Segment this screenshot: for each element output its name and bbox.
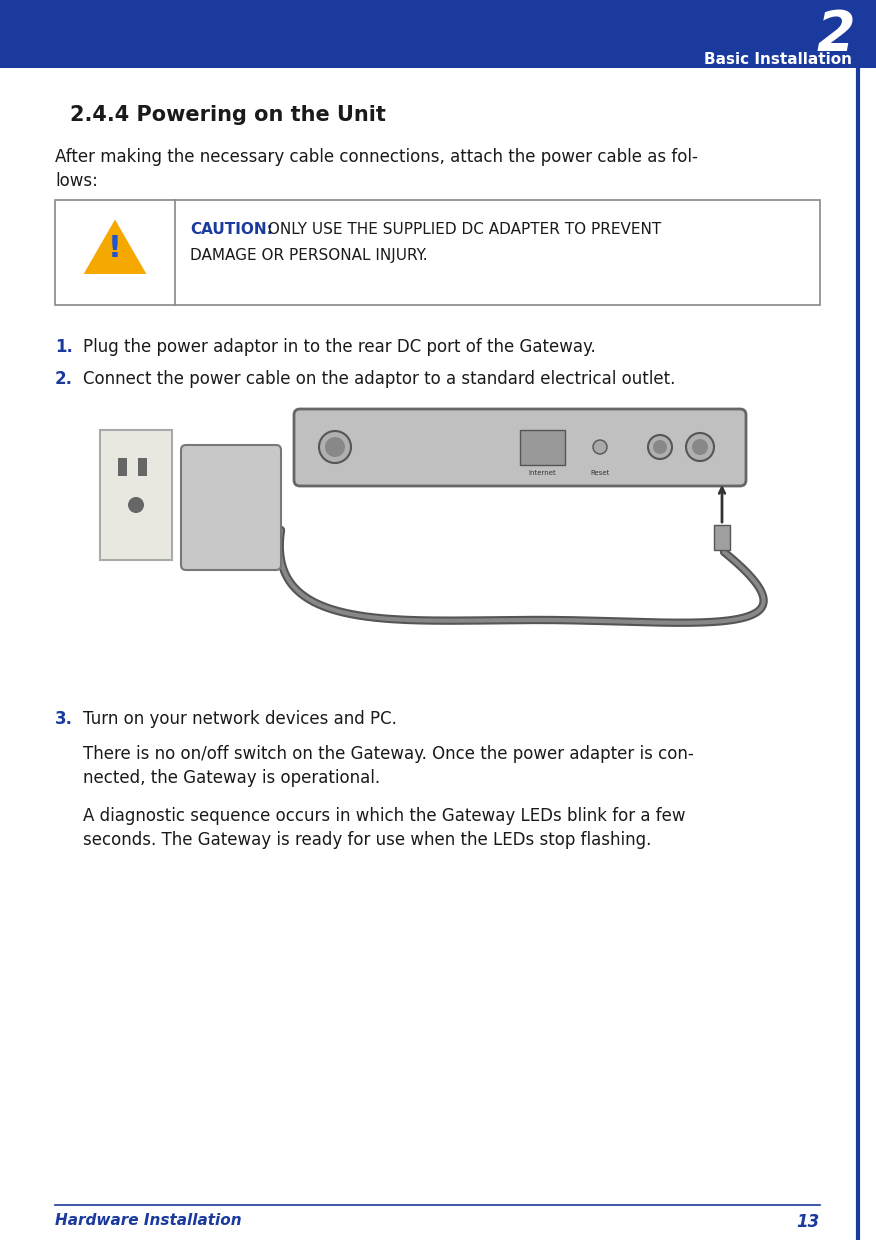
Text: Turn on your network devices and PC.: Turn on your network devices and PC. (83, 711, 397, 728)
Bar (118, 458, 127, 476)
Bar (138, 458, 147, 476)
Text: A diagnostic sequence occurs in which the Gateway LEDs blink for a few: A diagnostic sequence occurs in which th… (83, 807, 686, 825)
Circle shape (692, 439, 708, 455)
Text: 3.: 3. (55, 711, 73, 728)
Circle shape (686, 433, 714, 461)
Bar (100, 430, 172, 560)
Polygon shape (83, 219, 146, 274)
Bar (714, 525, 730, 551)
Text: nected, the Gateway is operational.: nected, the Gateway is operational. (83, 769, 380, 787)
Text: 2.4.4 Powering on the Unit: 2.4.4 Powering on the Unit (70, 105, 385, 125)
Circle shape (319, 432, 351, 463)
Text: ONLY USE THE SUPPLIED DC ADAPTER TO PREVENT: ONLY USE THE SUPPLIED DC ADAPTER TO PREV… (263, 222, 661, 237)
Text: Plug the power adaptor in to the rear DC port of the Gateway.: Plug the power adaptor in to the rear DC… (83, 339, 596, 356)
Text: lows:: lows: (55, 172, 98, 190)
Text: Basic Installation: Basic Installation (704, 52, 852, 67)
FancyBboxPatch shape (181, 445, 281, 570)
Text: 2: 2 (816, 7, 855, 62)
Circle shape (653, 440, 667, 454)
Text: 2.: 2. (55, 370, 73, 388)
Text: Internet: Internet (528, 470, 556, 476)
Text: DAMAGE OR PERSONAL INJURY.: DAMAGE OR PERSONAL INJURY. (190, 248, 427, 263)
Circle shape (128, 497, 144, 513)
Text: !: ! (108, 234, 122, 263)
Text: Connect the power cable on the adaptor to a standard electrical outlet.: Connect the power cable on the adaptor t… (83, 370, 675, 388)
Text: 13: 13 (797, 1213, 820, 1231)
Text: Reset: Reset (590, 470, 610, 476)
Text: 1.: 1. (55, 339, 73, 356)
Bar (520, 430, 565, 465)
Circle shape (325, 436, 345, 458)
Circle shape (648, 435, 672, 459)
Text: There is no on/off switch on the Gateway. Once the power adapter is con-: There is no on/off switch on the Gateway… (83, 745, 694, 763)
Text: Hardware Installation: Hardware Installation (55, 1213, 242, 1228)
FancyBboxPatch shape (294, 409, 746, 486)
Text: After making the necessary cable connections, attach the power cable as fol-: After making the necessary cable connect… (55, 148, 698, 166)
Bar (55, 200, 820, 305)
Circle shape (593, 440, 607, 454)
Text: seconds. The Gateway is ready for use when the LEDs stop flashing.: seconds. The Gateway is ready for use wh… (83, 831, 652, 849)
Bar (0, 0, 876, 68)
Text: CAUTION:: CAUTION: (190, 222, 273, 237)
